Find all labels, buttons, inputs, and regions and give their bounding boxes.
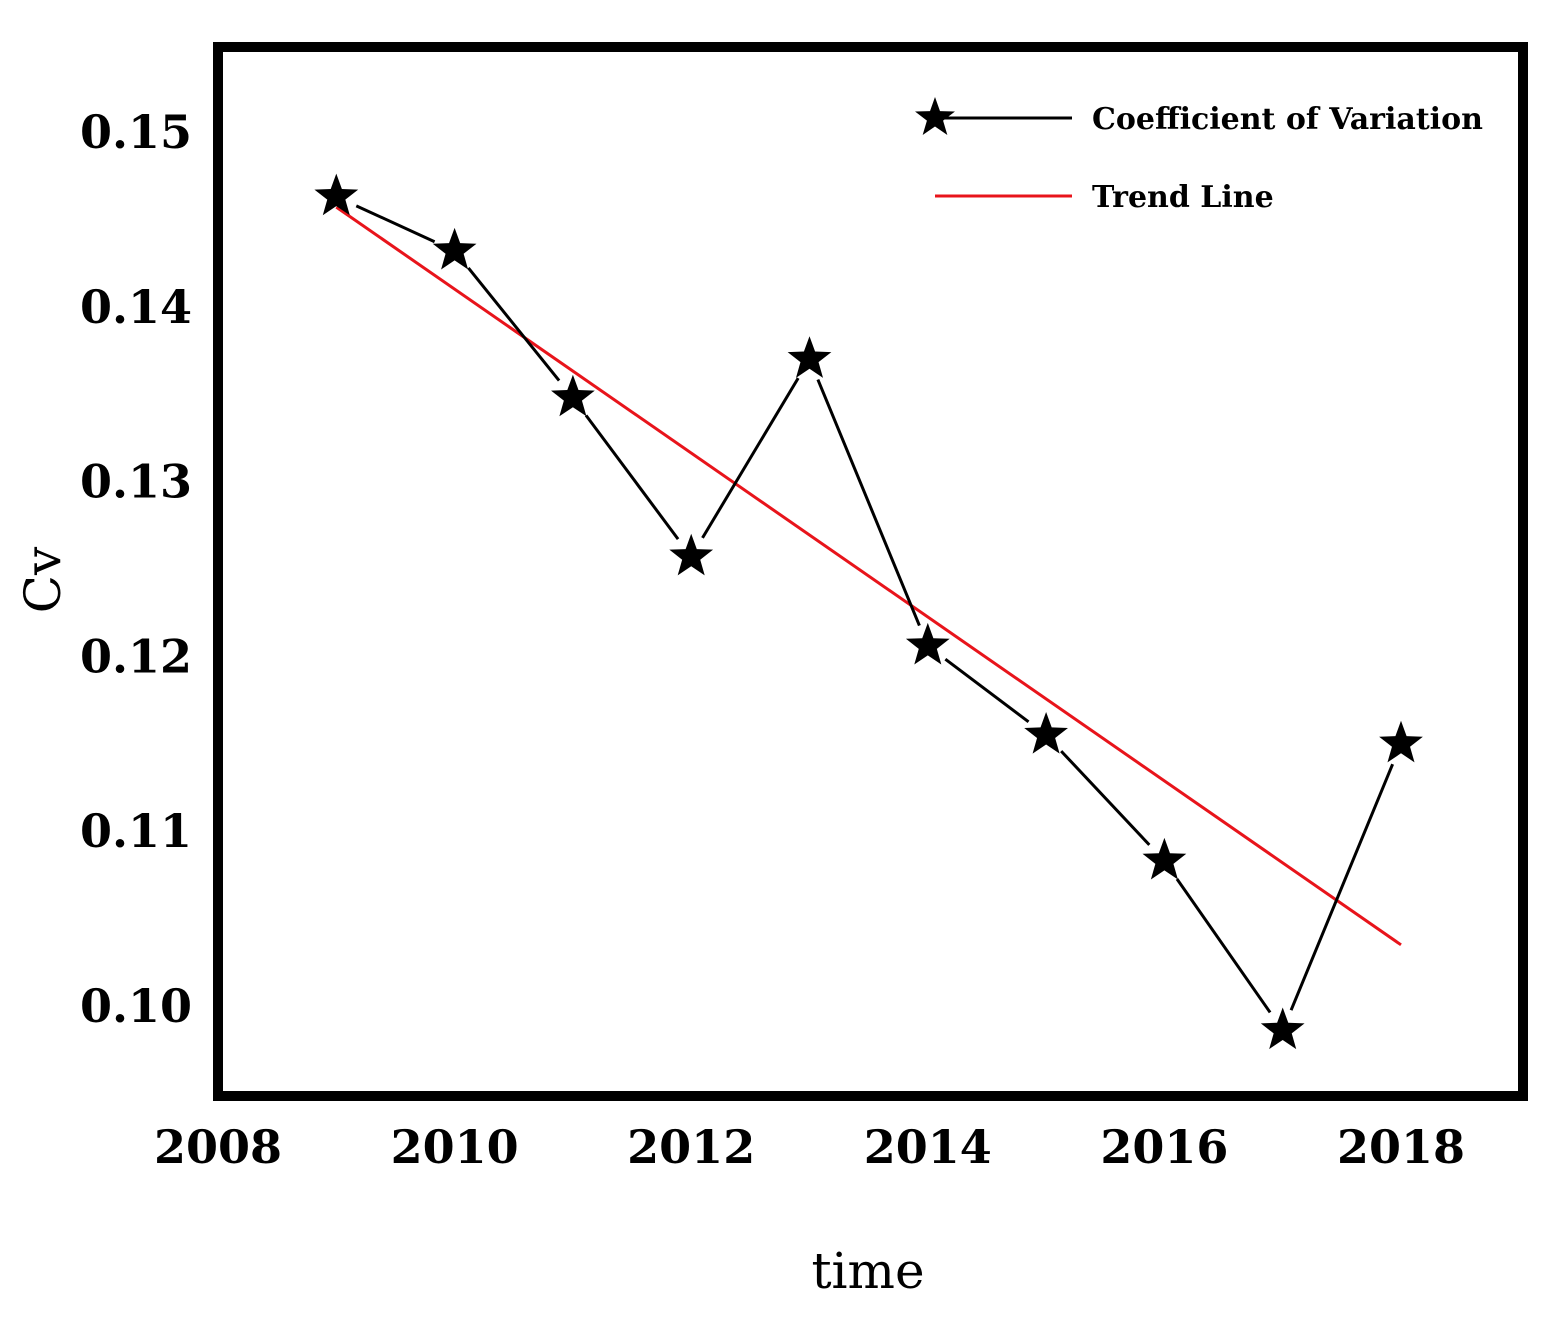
cv-line-segment — [1060, 750, 1151, 846]
x-tick-label: 2012 — [627, 1120, 755, 1174]
cv-star-marker — [905, 622, 950, 665]
cv-star-marker — [432, 227, 477, 270]
x-tick-label: 2010 — [391, 1120, 519, 1174]
y-tick-label: 0.13 — [80, 455, 192, 509]
cv-line-segment — [1289, 763, 1394, 1011]
x-tick-label: 2014 — [864, 1120, 992, 1174]
cv-series-layer — [314, 173, 1423, 1050]
cv-star-marker — [1142, 837, 1187, 880]
cv-line-segment — [944, 657, 1030, 724]
y-tick-label: 0.11 — [80, 804, 192, 858]
y-tick-label: 0.14 — [80, 280, 192, 334]
cv-line-segment — [701, 377, 800, 539]
legend-label-trend: Trend Line — [1092, 180, 1274, 215]
plot-frame — [213, 42, 1528, 1101]
cv-line-segment — [816, 379, 921, 627]
x-tick-labels: 2008 2010 2012 2014 2016 2018 — [154, 1120, 1465, 1174]
cv-star-marker — [551, 374, 595, 417]
x-tick-label: 2018 — [1337, 1120, 1465, 1174]
legend-star-icon — [915, 97, 955, 135]
trend-line — [335, 205, 1402, 947]
x-tick-label: 2016 — [1100, 1120, 1228, 1174]
y-tick-label: 0.12 — [80, 629, 192, 683]
cv-star-marker — [1024, 712, 1068, 754]
cv-star-marker — [1379, 720, 1423, 763]
x-tick-label: 2008 — [154, 1120, 282, 1174]
legend-label-cv: Coefficient of Variation — [1092, 102, 1483, 137]
y-tick-labels: 0.10 0.11 0.12 0.13 0.14 0.15 — [80, 105, 192, 1033]
y-tick-label: 0.10 — [80, 979, 192, 1033]
trend-line-layer — [335, 205, 1402, 947]
cv-star-marker — [1260, 1007, 1305, 1050]
cv-star-marker — [314, 173, 359, 216]
legend: Coefficient of Variation Trend Line — [915, 97, 1483, 215]
x-axis-title: time — [811, 1242, 924, 1300]
cv-line-segment — [355, 204, 436, 244]
cv-star-marker — [787, 336, 832, 378]
cv-line-segment — [1175, 878, 1272, 1014]
cv-line-segment — [584, 414, 680, 541]
y-axis-title: Cv — [14, 546, 72, 613]
cv-line-segment — [467, 267, 561, 382]
y-tick-label: 0.15 — [80, 105, 192, 159]
cv-star-marker — [669, 533, 714, 576]
